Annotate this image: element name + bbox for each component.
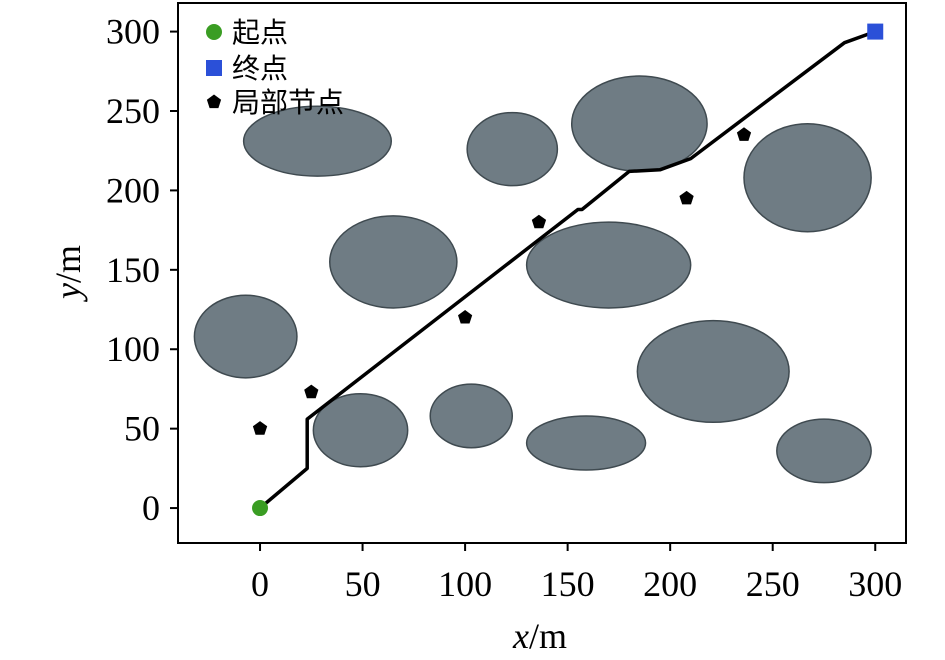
x-ticks-layer: 0 50 100 150 200 250 300 (251, 543, 902, 604)
x-tick-label-300: 300 (848, 564, 902, 604)
local-node-2 (304, 384, 319, 399)
x-axis-label: x/m (512, 616, 567, 656)
obstacle-1 (242, 105, 393, 177)
obstacle-10 (525, 415, 647, 471)
y-ticks-layer: 0 50 100 150 200 250 300 (106, 12, 178, 528)
endpoints-layer (252, 23, 884, 517)
goal-point (867, 23, 884, 40)
obstacle-8 (312, 392, 409, 468)
local-node-1 (252, 421, 268, 435)
x-tick-label-150: 150 (541, 564, 595, 604)
obstacle-3 (570, 75, 708, 173)
local-node-4 (531, 214, 547, 229)
y-axis-label-unit: /m (48, 245, 88, 283)
x-axis-label-unit: /m (529, 616, 567, 656)
legend-marker-goal (206, 60, 222, 76)
local-node-5 (679, 190, 694, 205)
path-layer (258, 29, 876, 510)
local-node-3 (458, 310, 473, 324)
start-point (252, 500, 269, 517)
planned-path-line (258, 29, 876, 510)
obstacle-12 (776, 418, 872, 484)
obstacle-4 (743, 122, 872, 233)
obstacle-9 (429, 383, 514, 449)
y-tick-label-250: 250 (106, 91, 160, 131)
legend-marker-local-node (206, 94, 222, 109)
obstacle-2 (466, 111, 559, 187)
x-tick-label-100: 100 (438, 564, 492, 604)
obstacle-6 (525, 221, 692, 309)
local-node-6 (736, 127, 752, 141)
y-axis-label-var: y (48, 283, 88, 302)
obstacle-7 (193, 294, 298, 379)
y-tick-label-50: 50 (124, 409, 160, 449)
y-tick-label-300: 300 (106, 12, 160, 52)
legend-label-2: 终点 (232, 52, 288, 85)
y-tick-label-100: 100 (106, 329, 160, 369)
legend-label-3: 局部节点 (232, 86, 344, 119)
obstacle-5 (329, 215, 458, 309)
y-tick-label-0: 0 (142, 488, 160, 528)
y-tick-label-200: 200 (106, 170, 160, 210)
obstacle-11 (636, 319, 790, 424)
local-nodes-layer (252, 127, 752, 435)
obstacles-layer (193, 75, 872, 484)
plot-frame (177, 2, 907, 544)
x-tick-label-250: 250 (746, 564, 800, 604)
legend-marker-start (206, 24, 222, 40)
x-tick-label-0: 0 (251, 564, 269, 604)
x-axis-label-var: x (512, 616, 529, 656)
x-tick-label-50: 50 (345, 564, 381, 604)
y-tick-label-150: 150 (106, 250, 160, 290)
x-tick-label-200: 200 (643, 564, 697, 604)
legend-label-1: 起点 (232, 16, 288, 49)
y-axis-label: y/m (48, 245, 88, 302)
